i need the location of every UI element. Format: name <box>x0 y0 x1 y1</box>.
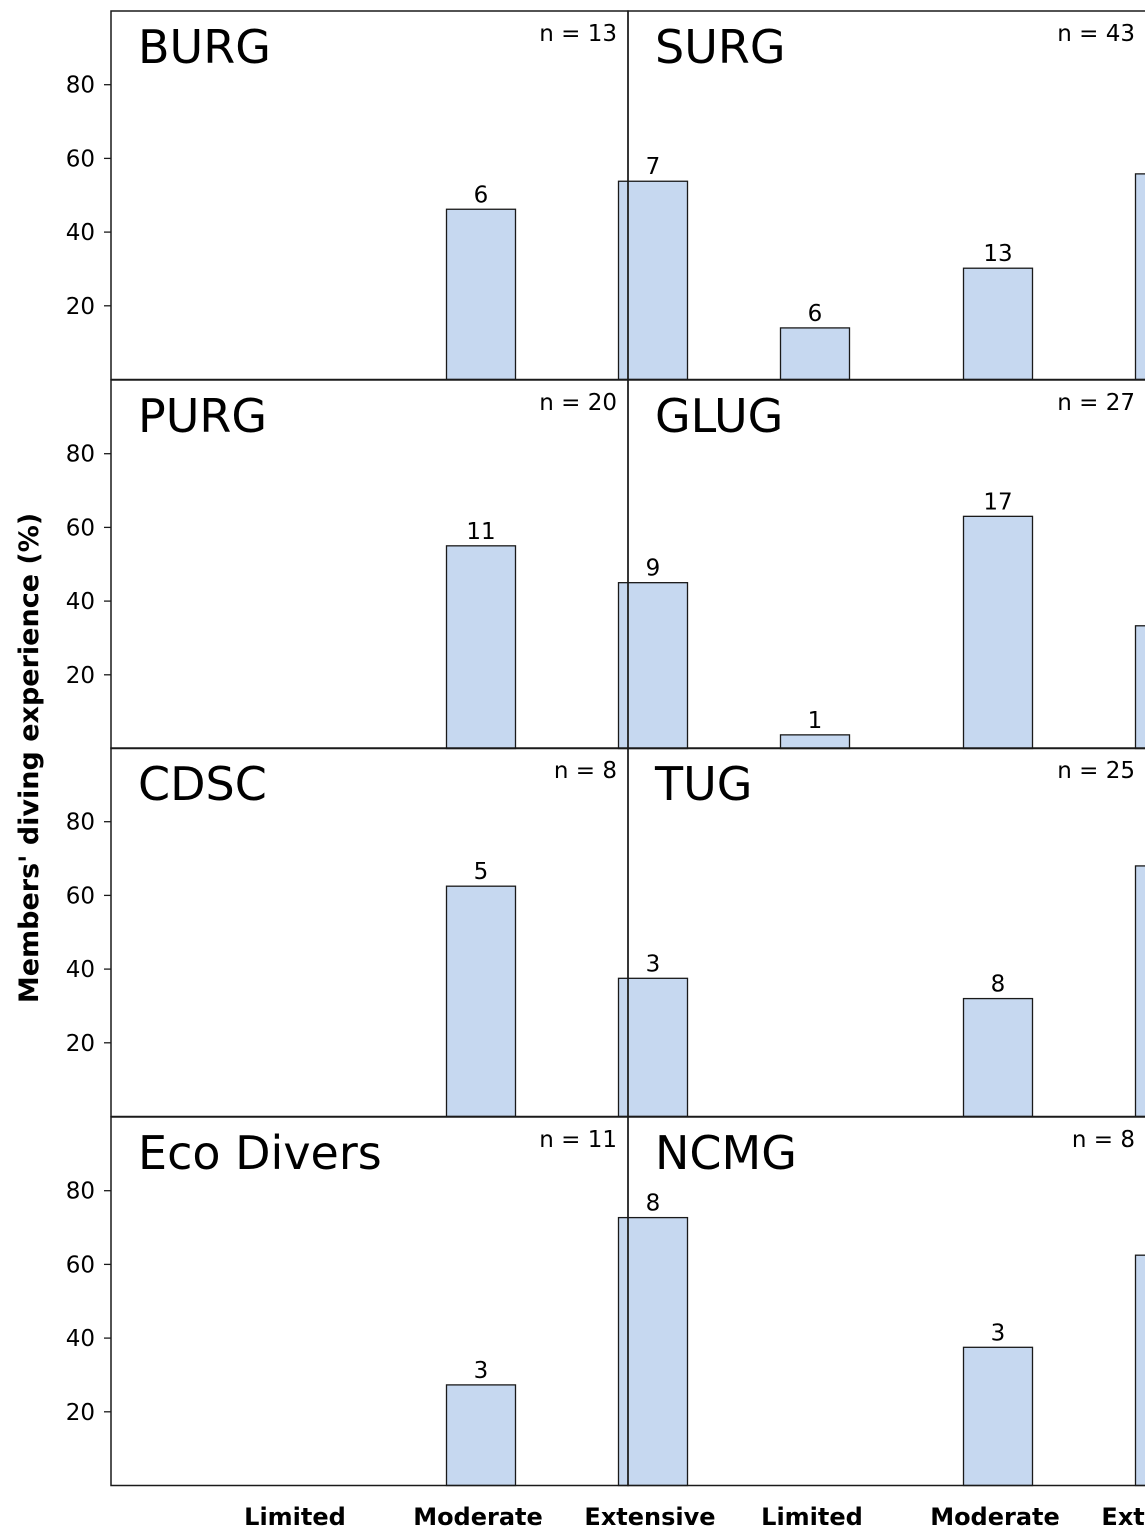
y-tick-label: 40 <box>66 1326 95 1352</box>
bar-label-purg-extensive: 9 <box>646 556 661 582</box>
y-tick-label: 80 <box>66 1179 95 1205</box>
y-tick-label: 60 <box>66 146 95 172</box>
bar-glug-limited <box>779 734 851 750</box>
panel-title: PURG <box>138 389 267 443</box>
panel-title: Eco Divers <box>138 1126 382 1180</box>
panel-ncmg: 35NCMGn = 8 <box>627 1116 1145 1487</box>
panel-title: BURG <box>138 20 271 74</box>
bar-ncmg-moderate <box>962 1346 1034 1487</box>
y-axis-label: Members' diving experience (%) <box>14 513 45 1003</box>
bar-purg-moderate <box>445 545 517 750</box>
panel-purg: 11 9 PURG n = 20 <box>110 379 689 750</box>
n-label: n = 20 <box>539 390 617 416</box>
bar-glug-extensive <box>1134 625 1145 750</box>
y-tick-label: 80 <box>66 73 95 99</box>
x-tick-label-extensive: Extensive <box>584 1503 715 1530</box>
n-label: n = 43 <box>1057 21 1135 47</box>
bar-surg-extensive <box>1134 173 1145 381</box>
bar-label-eco-divers-moderate: 3 <box>474 1358 489 1384</box>
panel-title: SURG <box>655 20 785 74</box>
panel-surg: 61324SURGn = 43 <box>627 10 1145 381</box>
bar-burg-moderate <box>445 208 517 381</box>
y-axis: 20 40 60 80 20 40 60 80 20 40 60 80 20 40 60 80 <box>66 73 111 1426</box>
panel-tug: 817TUGn = 25 <box>627 747 1145 1118</box>
x-tick-label-moderate: Moderate <box>930 1503 1060 1530</box>
y-tick-label: 40 <box>66 957 95 983</box>
y-tick-label: 40 <box>66 220 95 246</box>
y-tick-label: 40 <box>66 589 95 615</box>
panel-title: TUG <box>654 757 752 811</box>
bar-eco-divers-moderate <box>445 1384 517 1487</box>
panel-title: CDSC <box>138 757 267 811</box>
bar-tug-moderate <box>962 997 1034 1118</box>
x-tick-label-limited: Limited <box>761 1503 863 1530</box>
y-tick-label: 60 <box>66 883 95 909</box>
bar-label-glug-moderate: 17 <box>983 489 1012 515</box>
bar-label-burg-moderate: 6 <box>474 182 489 208</box>
bar-label-cdsc-extensive: 3 <box>646 951 661 977</box>
bar-tug-extensive <box>1134 865 1145 1118</box>
x-axis: Limited Moderate Extensive Limited Moderate E… <box>244 1503 1145 1530</box>
bar-label-burg-extensive: 7 <box>646 154 661 180</box>
y-tick-label: 80 <box>66 810 95 836</box>
bar-eco-divers-extensive <box>617 1216 689 1487</box>
x-tick-label-moderate: Moderate <box>413 1503 543 1530</box>
panel-burg: 6 7 BURG n = 13 <box>110 10 689 381</box>
bar-surg-moderate <box>962 267 1034 381</box>
bar-ncmg-extensive <box>1134 1254 1145 1487</box>
bar-purg-extensive <box>617 582 689 750</box>
y-tick-label: 20 <box>66 663 95 689</box>
y-tick-label: 60 <box>66 1252 95 1278</box>
bar-label-glug-limited: 1 <box>808 708 823 734</box>
y-tick-label: 60 <box>66 515 95 541</box>
x-tick-label-extensive: Extensive <box>1101 1503 1145 1530</box>
panel-eco-divers: 3 8 Eco Divers n = 11 <box>110 1116 689 1487</box>
bar-cdsc-moderate <box>445 885 517 1118</box>
bar-burg-extensive <box>617 180 689 381</box>
bar-label-surg-moderate: 13 <box>983 241 1012 267</box>
y-tick-label: 80 <box>66 442 95 468</box>
n-label: n = 13 <box>539 21 617 47</box>
panel-title: NCMG <box>655 1126 797 1180</box>
bar-label-tug-moderate: 8 <box>991 972 1006 998</box>
bar-label-cdsc-moderate: 5 <box>474 859 489 885</box>
panel-title: GLUG <box>655 389 783 443</box>
bar-cdsc-extensive <box>617 977 689 1118</box>
panel-glug: 1 17 9 GLUG n = 27 <box>627 379 1145 750</box>
n-label: n = 8 <box>1072 1127 1135 1153</box>
n-label: n = 25 <box>1057 758 1135 784</box>
bar-label-eco-divers-extensive: 8 <box>646 1191 661 1217</box>
panel-frame <box>627 1116 1145 1487</box>
n-label: n = 27 <box>1057 390 1135 416</box>
x-tick-label-limited: Limited <box>244 1503 346 1530</box>
n-label: n = 8 <box>554 758 617 784</box>
bar-label-ncmg-moderate: 3 <box>991 1320 1006 1346</box>
panel-cdsc: 5 3 CDSC n = 8 <box>110 747 689 1118</box>
y-tick-label: 20 <box>66 294 95 320</box>
y-tick-label: 20 <box>66 1400 95 1426</box>
bar-surg-limited <box>779 327 851 381</box>
bar-glug-moderate <box>962 515 1034 750</box>
bar-label-surg-limited: 6 <box>808 301 823 327</box>
bar-label-purg-moderate: 11 <box>466 519 495 545</box>
y-tick-label: 20 <box>66 1031 95 1057</box>
n-label: n = 11 <box>539 1127 617 1153</box>
